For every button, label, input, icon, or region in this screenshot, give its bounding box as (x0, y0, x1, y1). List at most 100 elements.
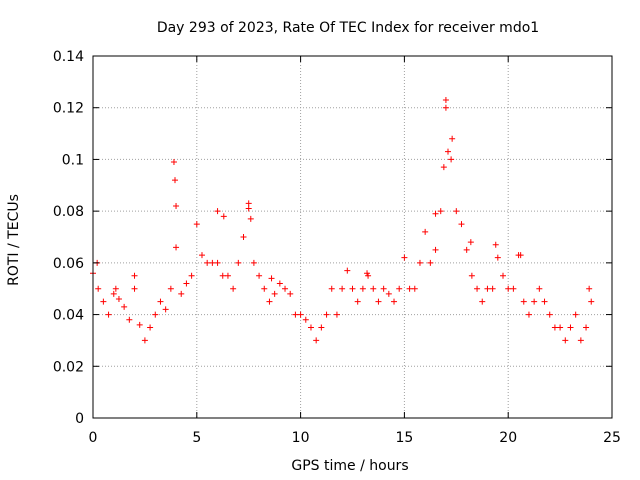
data-point (359, 285, 366, 292)
data-point (110, 290, 117, 297)
y-tick-label: 0 (75, 411, 84, 427)
data-point (250, 259, 257, 266)
data-point (100, 298, 107, 305)
data-point (193, 221, 200, 228)
data-point (577, 337, 584, 344)
data-point (370, 285, 377, 292)
data-point (313, 337, 320, 344)
data-point (449, 135, 456, 142)
y-tick-label: 0.06 (53, 256, 84, 272)
data-point (344, 267, 351, 274)
data-point (444, 148, 451, 155)
data-point (380, 285, 387, 292)
y-tick-label: 0.02 (53, 359, 84, 375)
data-point (567, 324, 574, 331)
data-point (517, 252, 524, 259)
data-point (214, 259, 221, 266)
data-point (406, 285, 413, 292)
data-point (126, 316, 133, 323)
data-point (453, 208, 460, 215)
data-point (588, 298, 595, 305)
data-point (437, 208, 444, 215)
data-point (323, 311, 330, 318)
data-point (170, 159, 177, 166)
data-point (261, 285, 268, 292)
data-point (183, 280, 190, 287)
data-point (112, 285, 119, 292)
data-point (422, 228, 429, 235)
x-axis-label: GPS time / hours (291, 458, 408, 474)
x-tick-label: 10 (292, 430, 310, 446)
data-point (458, 221, 465, 228)
x-tick-label: 0 (89, 430, 98, 446)
data-point (95, 285, 102, 292)
data-point (531, 298, 538, 305)
y-tick-label: 0.08 (53, 204, 84, 220)
data-point (204, 259, 211, 266)
data-point (136, 321, 143, 328)
data-point (442, 104, 449, 111)
data-point (468, 272, 475, 279)
data-point (562, 337, 569, 344)
data-point (489, 285, 496, 292)
data-point (505, 285, 512, 292)
y-tick-label: 0.04 (53, 308, 84, 324)
data-point (448, 156, 455, 163)
data-points (90, 96, 595, 344)
data-point (391, 298, 398, 305)
data-point (427, 259, 434, 266)
data-point (147, 324, 154, 331)
data-point (416, 259, 423, 266)
data-point (287, 290, 294, 297)
data-point (121, 303, 128, 310)
data-point (349, 285, 356, 292)
data-point (167, 285, 174, 292)
data-point (115, 296, 122, 303)
data-point (536, 285, 543, 292)
x-tick-label: 15 (395, 430, 413, 446)
data-point (162, 306, 169, 313)
data-point (557, 324, 564, 331)
data-point (214, 208, 221, 215)
data-point (520, 298, 527, 305)
data-point (131, 272, 138, 279)
data-point (188, 272, 195, 279)
data-point (172, 177, 179, 184)
x-tick-label: 25 (603, 430, 621, 446)
data-point (224, 272, 231, 279)
data-point (375, 298, 382, 305)
data-point (152, 311, 159, 318)
data-point (432, 246, 439, 253)
data-point (510, 285, 517, 292)
data-point (396, 285, 403, 292)
data-point (500, 272, 507, 279)
data-point (230, 285, 237, 292)
data-point (141, 337, 148, 344)
data-point (105, 311, 112, 318)
data-point (245, 205, 252, 212)
data-point (474, 285, 481, 292)
data-point (541, 298, 548, 305)
data-point (572, 311, 579, 318)
y-axis-ticks: 0 0.02 0.04 0.06 0.08 0.1 0.12 0.14 (53, 49, 612, 427)
data-point (235, 259, 242, 266)
y-tick-label: 0.1 (62, 152, 84, 168)
x-tick-label: 20 (499, 430, 517, 446)
data-point (411, 285, 418, 292)
data-point (586, 285, 593, 292)
data-point (479, 298, 486, 305)
data-point (440, 164, 447, 171)
data-point (268, 275, 275, 282)
data-point (494, 254, 501, 261)
data-point (492, 241, 499, 248)
data-point (484, 285, 491, 292)
data-point (354, 298, 361, 305)
data-point (297, 311, 304, 318)
data-point (442, 96, 449, 103)
data-point (467, 239, 474, 246)
data-point (220, 213, 227, 220)
y-tick-label: 0.14 (53, 49, 84, 65)
data-point (266, 298, 273, 305)
chart-title: Day 293 of 2023, Rate Of TEC Index for r… (157, 20, 539, 36)
